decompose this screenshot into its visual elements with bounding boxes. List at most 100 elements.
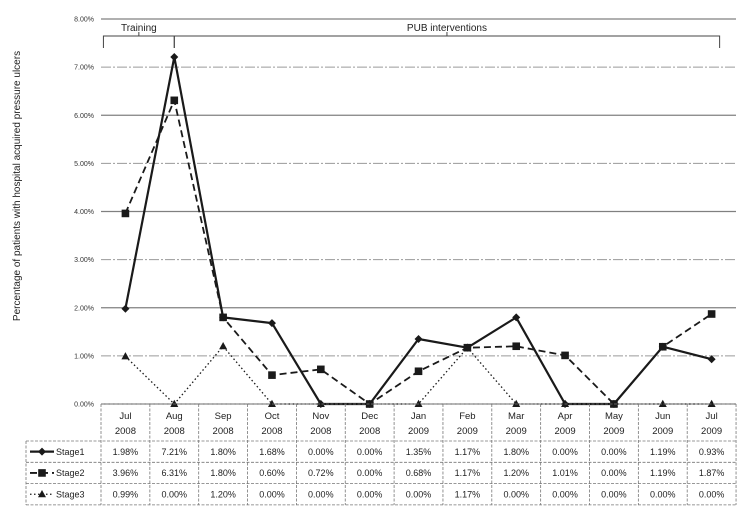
y-tick-label: 6.00%	[74, 113, 94, 120]
series-lines	[121, 53, 716, 408]
table-cell-stage3: 0.00%	[650, 489, 676, 499]
table-cell-stage3: 0.00%	[699, 489, 725, 499]
table-cell-stage1: 0.00%	[552, 447, 578, 457]
table-cell-stage2: 3.96%	[113, 468, 139, 478]
table-cell-stage3: 1.17%	[455, 489, 481, 499]
series-stage3	[121, 342, 716, 407]
y-axis-label: Percentage of patients with hospital acq…	[12, 51, 23, 321]
table-cell-stage1: 1.68%	[259, 447, 285, 457]
y-tick-label: 3.00%	[74, 257, 94, 264]
table-cell-stage3: 0.00%	[406, 489, 432, 499]
table-cell-stage2: 1.01%	[552, 468, 578, 478]
x-tick-label: Apr	[558, 411, 573, 422]
x-tick-label: 2009	[506, 426, 527, 437]
table-cell-stage3: 0.00%	[162, 489, 188, 499]
legend-marker-stage2	[38, 469, 46, 477]
data-point-stage2	[317, 365, 325, 374]
series-line-stage1	[124, 55, 712, 406]
data-point-stage3	[316, 399, 325, 407]
x-tick-label: Mar	[508, 411, 524, 422]
table-cell-stage3: 0.00%	[601, 489, 627, 499]
series-stage1	[121, 53, 716, 408]
data-point-stage3	[170, 399, 179, 407]
table-cell-stage2: 6.31%	[162, 468, 188, 478]
x-tick-label: Jan	[411, 411, 426, 422]
data-point-stage1	[121, 304, 130, 313]
data-point-stage3	[365, 399, 374, 407]
annotation-label: PUB interventions	[407, 23, 487, 34]
legend-label-stage3: Stage3	[56, 489, 85, 499]
table-cell-stage2: 0.00%	[601, 468, 627, 478]
x-tick-label: 2008	[115, 426, 136, 437]
annotation-bracket	[102, 35, 175, 48]
data-point-stage2	[512, 342, 521, 351]
x-tick-label: Jul	[706, 411, 718, 422]
table-cell-stage2: 1.87%	[699, 468, 725, 478]
x-tick-label: May	[605, 411, 623, 422]
data-point-stage2	[121, 209, 130, 218]
table-cell-stage2: 1.80%	[210, 468, 236, 478]
x-tick-label: Jul	[119, 411, 131, 422]
data-point-stage3	[658, 399, 667, 407]
data-point-stage2	[707, 310, 716, 318]
annotation-brackets: Training PUB interventions	[102, 23, 721, 48]
legend-label-stage1: Stage1	[56, 447, 85, 457]
table-cell-stage3: 0.00%	[357, 489, 383, 499]
table-cell-stage1: 0.00%	[308, 447, 334, 457]
series-line-stage3	[124, 345, 712, 405]
x-tick-label: 2008	[261, 426, 282, 437]
table-cell-stage1: 7.21%	[162, 447, 188, 457]
data-table: Jul 2008 Aug 2008 Sep 2008 Oct 2008 Nov 2008 Dec 20…	[25, 403, 737, 506]
table-cell-stage3: 0.00%	[259, 489, 285, 499]
annotation-bracket	[173, 35, 721, 48]
x-tick-label: 2009	[701, 426, 722, 437]
legend-marker-stage1	[38, 447, 46, 456]
table-cell-stage1: 1.98%	[113, 447, 139, 457]
legend-marker-stage3	[38, 490, 46, 498]
table-cell-stage1: 0.00%	[357, 447, 383, 457]
table-cell-stage1: 1.17%	[455, 447, 481, 457]
y-axis-ticks: 0.00% 1.00% 2.00% 3.00% 4.00% 5.00% 6.00% 7.00%…	[74, 17, 94, 409]
x-tick-label: 2009	[603, 426, 624, 437]
x-tick-label: 2008	[310, 426, 331, 437]
table-cell-stage1: 0.93%	[699, 447, 725, 457]
x-tick-label: Jun	[655, 411, 670, 422]
data-point-stage2	[414, 367, 423, 376]
table-cell-stage2: 1.19%	[650, 468, 676, 478]
x-tick-label: 2009	[457, 426, 478, 437]
annotation-label: Training	[121, 23, 157, 34]
y-tick-label: 4.00%	[74, 209, 94, 216]
y-tick-label: 8.00%	[74, 17, 94, 24]
x-tick-label: Sep	[215, 411, 232, 422]
table-cell-stage2: 0.72%	[308, 468, 334, 478]
x-tick-label: Feb	[459, 411, 475, 422]
data-point-stage1	[170, 53, 179, 62]
x-tick-label: 2009	[555, 426, 576, 437]
table-cell-stage1: 0.00%	[601, 447, 627, 457]
x-tick-label: 2009	[652, 426, 673, 437]
data-point-stage2	[268, 371, 276, 379]
table-cell-stage1: 1.19%	[650, 447, 676, 457]
data-point-stage3	[561, 399, 570, 407]
table-cell-stage1: 1.80%	[503, 447, 529, 457]
table-cell-stage3: 0.00%	[308, 489, 334, 499]
table-cell-stage2: 0.68%	[406, 468, 432, 478]
table-cell-stage1: 1.80%	[210, 447, 236, 457]
table-cell-stage1: 1.35%	[406, 447, 432, 457]
y-tick-label: 1.00%	[74, 353, 94, 360]
x-tick-label: Aug	[166, 411, 183, 422]
data-point-stage2	[219, 313, 227, 322]
y-tick-label: 5.00%	[74, 161, 94, 168]
data-point-stage3	[512, 399, 521, 407]
data-point-stage3	[414, 399, 423, 407]
x-tick-label: Nov	[312, 411, 329, 422]
table-cell-stage2: 1.20%	[503, 468, 529, 478]
x-tick-label: 2009	[408, 426, 429, 437]
table-cell-stage3: 1.20%	[210, 489, 236, 499]
data-point-stage3	[267, 399, 276, 407]
data-point-stage1	[512, 313, 521, 322]
data-point-stage2	[561, 351, 569, 360]
table-cell-stage2: 0.00%	[357, 468, 383, 478]
x-tick-label: 2008	[359, 426, 380, 437]
